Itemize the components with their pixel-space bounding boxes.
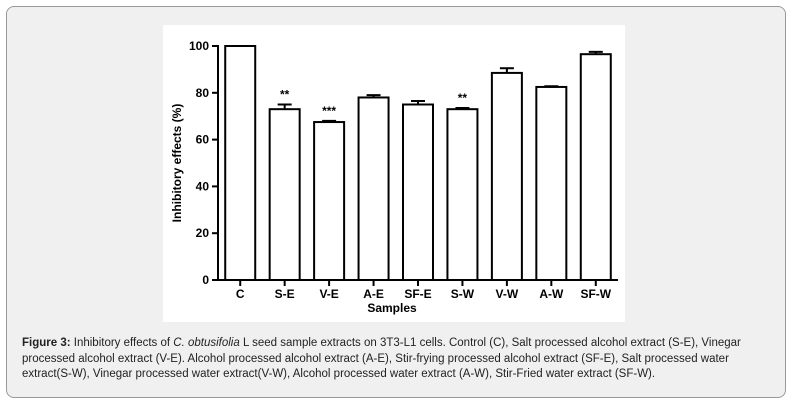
bar [535,85,568,281]
bar [579,53,612,281]
caption: Figure 3: Inhibitory effects of C. obtus… [22,336,772,383]
significance-label: *** [322,104,336,118]
caption-species: C. obtusifolia [173,337,240,349]
bar [446,108,479,282]
x-tick-label: S-E [275,287,295,301]
bar [402,103,434,281]
x-tick-label: V-W [496,287,519,301]
x-axis-label: Samples [367,301,417,315]
bar [268,108,301,282]
x-tick-label: SF-E [404,287,431,301]
bar [357,96,390,282]
y-tick-label: 40 [196,179,210,193]
x-tick-label: A-W [539,287,564,301]
caption-label: Figure 3: [22,337,71,349]
bar [313,121,346,281]
caption-text: L seed sample extracts on 3T3-L1 cells. … [22,337,741,380]
bar [490,71,523,281]
y-tick-label: 80 [196,86,210,100]
bar [224,45,257,281]
significance-label: ** [458,91,468,105]
significance-label: ** [280,88,290,102]
y-tick-label: 60 [196,133,210,147]
y-tick-label: 0 [202,273,209,287]
x-tick-label: SF-W [580,287,611,301]
x-tick-label: V-E [319,287,338,301]
caption-text: Inhibitory effects of [70,337,174,349]
x-tick-label: C [236,287,245,301]
x-tick-label: A-E [363,287,384,301]
y-tick-label: 20 [196,226,210,240]
y-tick-label: 100 [189,39,209,53]
y-axis-label: Inhibitory effects (%) [170,104,184,223]
x-tick-label: S-W [451,287,475,301]
